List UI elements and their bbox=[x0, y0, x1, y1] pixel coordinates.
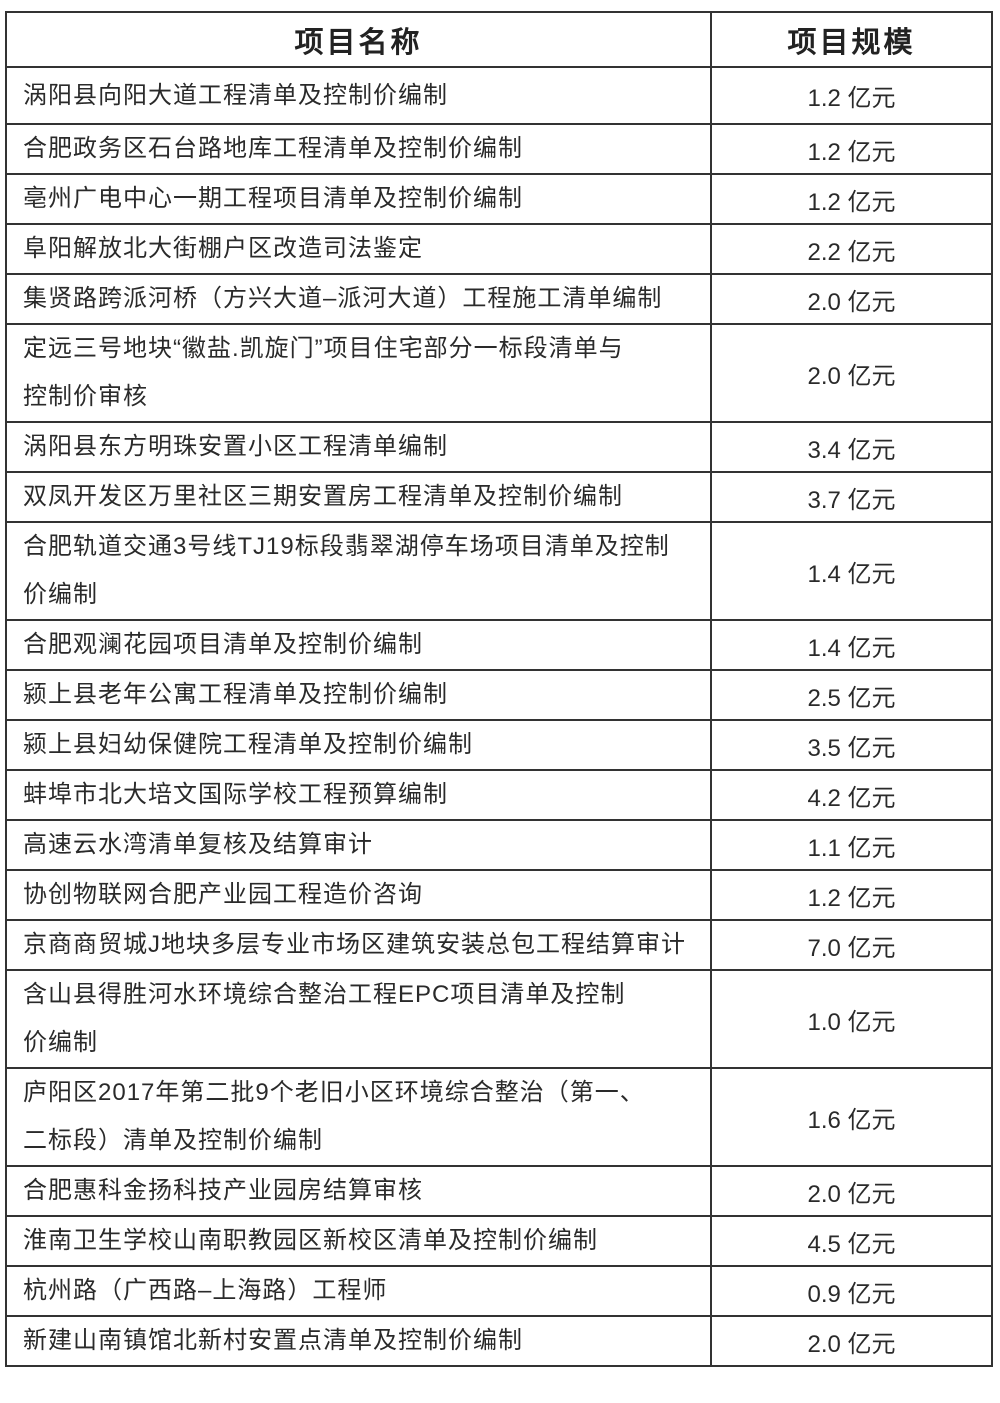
project-name-cell: 颍上县老年公寓工程清单及控制价编制 bbox=[5, 669, 712, 721]
table-row: 合肥观澜花园项目清单及控制价编制 1.4 亿元 bbox=[5, 619, 993, 671]
project-name-cell: 合肥政务区石台路地库工程清单及控制价编制 bbox=[5, 123, 712, 175]
table-row: 双凤开发区万里社区三期安置房工程清单及控制价编制 3.7 亿元 bbox=[5, 471, 993, 523]
project-scale-cell: 2.2 亿元 bbox=[710, 223, 993, 275]
project-scale-cell: 1.2 亿元 bbox=[710, 173, 993, 225]
table-row: 新建山南镇馆北新村安置点清单及控制价编制 2.0 亿元 bbox=[5, 1315, 993, 1367]
table-row: 涡阳县向阳大道工程清单及控制价编制 1.2 亿元 bbox=[5, 66, 993, 125]
project-scale-cell: 1.4 亿元 bbox=[710, 521, 993, 621]
table-row: 集贤路跨派河桥（方兴大道–派河大道）工程施工清单编制 2.0 亿元 bbox=[5, 273, 993, 325]
project-name-line: 集贤路跨派河桥（方兴大道–派河大道）工程施工清单编制 bbox=[23, 285, 663, 312]
project-scale-cell: 2.0 亿元 bbox=[710, 323, 993, 423]
project-table: 项目名称 项目规模 涡阳县向阳大道工程清单及控制价编制 1.2 亿元 合肥政务区石台… bbox=[5, 11, 993, 1367]
project-name-cell: 蚌埠市北大培文国际学校工程预算编制 bbox=[5, 769, 712, 821]
project-scale-cell: 1.4 亿元 bbox=[710, 619, 993, 671]
project-name-line: 二标段）清单及控制价编制 bbox=[23, 1127, 323, 1154]
project-name-line: 价编制 bbox=[23, 581, 98, 608]
project-name-cell: 协创物联网合肥产业园工程造价咨询 bbox=[5, 869, 712, 921]
project-name-cell: 含山县得胜河水环境综合整治工程EPC项目清单及控制 价编制 bbox=[5, 969, 712, 1069]
project-name-cell: 杭州路（广西路–上海路）工程师 bbox=[5, 1265, 712, 1317]
project-name-line: 合肥轨道交通3号线TJ19标段翡翠湖停车场项目清单及控制 bbox=[23, 533, 670, 560]
project-name-line: 双凤开发区万里社区三期安置房工程清单及控制价编制 bbox=[23, 483, 623, 510]
project-scale-cell: 3.4 亿元 bbox=[710, 421, 993, 473]
table-header-row: 项目名称 项目规模 bbox=[5, 11, 993, 68]
table-row: 庐阳区2017年第二批9个老旧小区环境综合整治（第一、 二标段）清单及控制价编制 1… bbox=[5, 1067, 993, 1167]
table-row: 京商商贸城J地块多层专业市场区建筑安装总包工程结算审计 7.0 亿元 bbox=[5, 919, 993, 971]
project-name-cell: 颍上县妇幼保健院工程清单及控制价编制 bbox=[5, 719, 712, 771]
project-name-line: 阜阳解放北大街棚户区改造司法鉴定 bbox=[23, 235, 423, 262]
project-name-cell: 合肥观澜花园项目清单及控制价编制 bbox=[5, 619, 712, 671]
project-name-line: 涡阳县向阳大道工程清单及控制价编制 bbox=[23, 81, 448, 109]
project-scale-cell: 7.0 亿元 bbox=[710, 919, 993, 971]
project-name-line: 京商商贸城J地块多层专业市场区建筑安装总包工程结算审计 bbox=[23, 931, 686, 958]
table-row: 阜阳解放北大街棚户区改造司法鉴定 2.2 亿元 bbox=[5, 223, 993, 275]
project-name-line: 协创物联网合肥产业园工程造价咨询 bbox=[23, 881, 423, 908]
project-scale-cell: 1.2 亿元 bbox=[710, 123, 993, 175]
project-name-line: 亳州广电中心一期工程项目清单及控制价编制 bbox=[23, 185, 523, 212]
table-row: 含山县得胜河水环境综合整治工程EPC项目清单及控制 价编制 1.0 亿元 bbox=[5, 969, 993, 1069]
project-name-cell: 合肥轨道交通3号线TJ19标段翡翠湖停车场项目清单及控制 价编制 bbox=[5, 521, 712, 621]
project-name-line: 庐阳区2017年第二批9个老旧小区环境综合整治（第一、 bbox=[23, 1079, 645, 1106]
project-scale-cell: 2.5 亿元 bbox=[710, 669, 993, 721]
project-name-cell: 京商商贸城J地块多层专业市场区建筑安装总包工程结算审计 bbox=[5, 919, 712, 971]
project-name-cell: 集贤路跨派河桥（方兴大道–派河大道）工程施工清单编制 bbox=[5, 273, 712, 325]
table-row: 合肥政务区石台路地库工程清单及控制价编制 1.2 亿元 bbox=[5, 123, 993, 175]
table-row: 蚌埠市北大培文国际学校工程预算编制 4.2 亿元 bbox=[5, 769, 993, 821]
project-name-cell: 定远三号地块“徽盐.凯旋门”项目住宅部分一标段清单与 控制价审核 bbox=[5, 323, 712, 423]
table-row: 涡阳县东方明珠安置小区工程清单编制 3.4 亿元 bbox=[5, 421, 993, 473]
project-scale-cell: 1.2 亿元 bbox=[710, 66, 993, 125]
project-scale-cell: 3.7 亿元 bbox=[710, 471, 993, 523]
project-name-line: 淮南卫生学校山南职教园区新校区清单及控制价编制 bbox=[23, 1227, 598, 1254]
project-scale-cell: 3.5 亿元 bbox=[710, 719, 993, 771]
project-name-cell: 高速云水湾清单复核及结算审计 bbox=[5, 819, 712, 871]
project-scale-cell: 1.2 亿元 bbox=[710, 869, 993, 921]
header-project-name: 项目名称 bbox=[5, 11, 712, 68]
table-row: 合肥惠科金扬科技产业园房结算审核 2.0 亿元 bbox=[5, 1165, 993, 1217]
project-scale-cell: 1.6 亿元 bbox=[710, 1067, 993, 1167]
project-name-line: 颍上县老年公寓工程清单及控制价编制 bbox=[23, 681, 448, 708]
table-row: 亳州广电中心一期工程项目清单及控制价编制 1.2 亿元 bbox=[5, 173, 993, 225]
project-name-cell: 阜阳解放北大街棚户区改造司法鉴定 bbox=[5, 223, 712, 275]
project-scale-cell: 0.9 亿元 bbox=[710, 1265, 993, 1317]
table-row: 合肥轨道交通3号线TJ19标段翡翠湖停车场项目清单及控制 价编制 1.4 亿元 bbox=[5, 521, 993, 621]
project-name-line: 定远三号地块“徽盐.凯旋门”项目住宅部分一标段清单与 bbox=[23, 335, 624, 362]
project-name-cell: 新建山南镇馆北新村安置点清单及控制价编制 bbox=[5, 1315, 712, 1367]
project-name-cell: 淮南卫生学校山南职教园区新校区清单及控制价编制 bbox=[5, 1215, 712, 1267]
project-name-line: 杭州路（广西路–上海路）工程师 bbox=[23, 1277, 388, 1304]
project-name-line: 含山县得胜河水环境综合整治工程EPC项目清单及控制 bbox=[23, 981, 626, 1008]
project-name-cell: 涡阳县向阳大道工程清单及控制价编制 bbox=[5, 66, 712, 125]
header-project-scale: 项目规模 bbox=[710, 11, 993, 68]
project-scale-cell: 2.0 亿元 bbox=[710, 1165, 993, 1217]
project-name-cell: 庐阳区2017年第二批9个老旧小区环境综合整治（第一、 二标段）清单及控制价编制 bbox=[5, 1067, 712, 1167]
project-name-cell: 合肥惠科金扬科技产业园房结算审核 bbox=[5, 1165, 712, 1217]
project-name-line: 合肥政务区石台路地库工程清单及控制价编制 bbox=[23, 135, 523, 162]
table-row: 协创物联网合肥产业园工程造价咨询 1.2 亿元 bbox=[5, 869, 993, 921]
project-name-cell: 亳州广电中心一期工程项目清单及控制价编制 bbox=[5, 173, 712, 225]
project-name-line: 合肥惠科金扬科技产业园房结算审核 bbox=[23, 1177, 423, 1204]
project-name-line: 控制价审核 bbox=[23, 383, 148, 410]
project-name-line: 蚌埠市北大培文国际学校工程预算编制 bbox=[23, 781, 448, 808]
project-scale-cell: 4.2 亿元 bbox=[710, 769, 993, 821]
project-scale-cell: 1.0 亿元 bbox=[710, 969, 993, 1069]
project-name-line: 涡阳县东方明珠安置小区工程清单编制 bbox=[23, 433, 448, 460]
table-row: 杭州路（广西路–上海路）工程师 0.9 亿元 bbox=[5, 1265, 993, 1317]
project-scale-cell: 2.0 亿元 bbox=[710, 273, 993, 325]
project-name-cell: 双凤开发区万里社区三期安置房工程清单及控制价编制 bbox=[5, 471, 712, 523]
table-row: 定远三号地块“徽盐.凯旋门”项目住宅部分一标段清单与 控制价审核 2.0 亿元 bbox=[5, 323, 993, 423]
table-row: 颍上县妇幼保健院工程清单及控制价编制 3.5 亿元 bbox=[5, 719, 993, 771]
project-name-line: 高速云水湾清单复核及结算审计 bbox=[23, 831, 373, 858]
table-row: 淮南卫生学校山南职教园区新校区清单及控制价编制 4.5 亿元 bbox=[5, 1215, 993, 1267]
project-name-line: 新建山南镇馆北新村安置点清单及控制价编制 bbox=[23, 1327, 523, 1354]
project-name-line: 合肥观澜花园项目清单及控制价编制 bbox=[23, 631, 423, 658]
table-row: 颍上县老年公寓工程清单及控制价编制 2.5 亿元 bbox=[5, 669, 993, 721]
table-row: 高速云水湾清单复核及结算审计 1.1 亿元 bbox=[5, 819, 993, 871]
project-scale-cell: 1.1 亿元 bbox=[710, 819, 993, 871]
project-scale-cell: 2.0 亿元 bbox=[710, 1315, 993, 1367]
project-name-line: 价编制 bbox=[23, 1029, 98, 1056]
project-scale-cell: 4.5 亿元 bbox=[710, 1215, 993, 1267]
project-name-cell: 涡阳县东方明珠安置小区工程清单编制 bbox=[5, 421, 712, 473]
project-name-line: 颍上县妇幼保健院工程清单及控制价编制 bbox=[23, 731, 473, 758]
